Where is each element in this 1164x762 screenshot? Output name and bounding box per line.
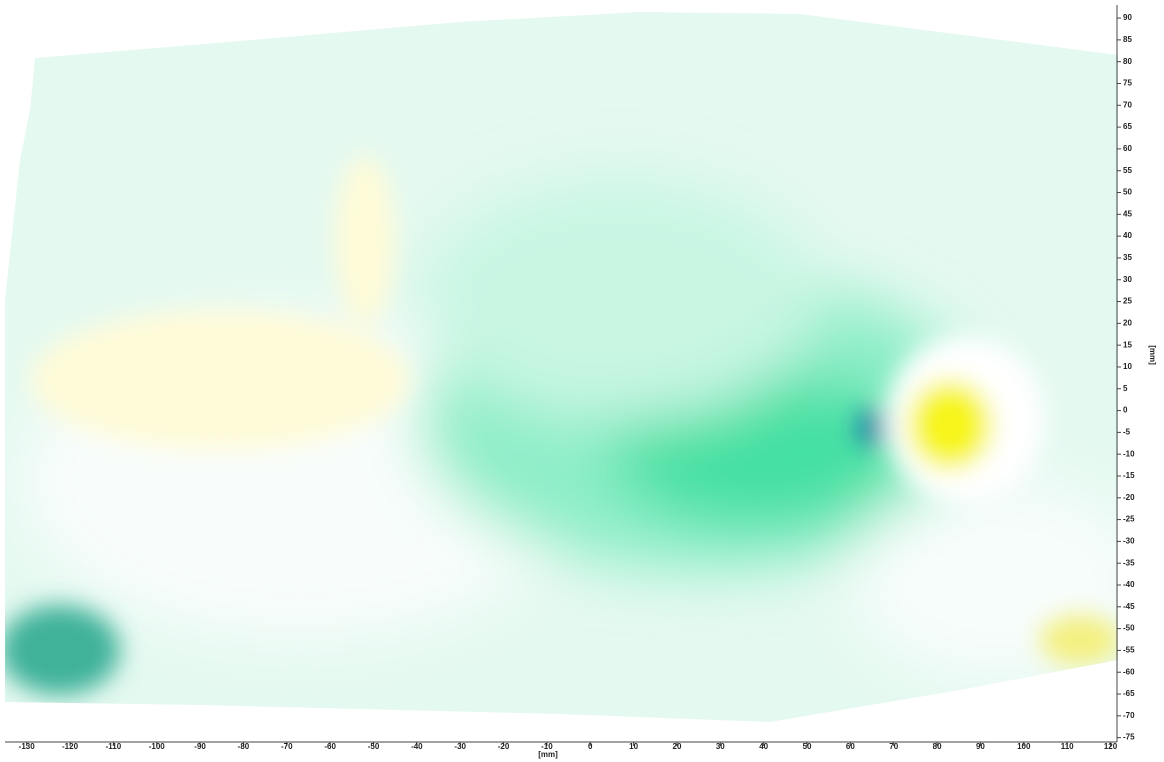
y-tick-label: 15 bbox=[1123, 340, 1132, 349]
y-tick-label: 10 bbox=[1123, 362, 1132, 371]
x-tick-label: -70 bbox=[281, 742, 293, 751]
x-tick-label: -60 bbox=[324, 742, 336, 751]
y-tick-label: 40 bbox=[1123, 231, 1132, 240]
x-tick-label: 80 bbox=[933, 742, 942, 751]
y-tick-label: -20 bbox=[1123, 493, 1135, 502]
y-tick-label: -40 bbox=[1123, 580, 1135, 589]
x-tick-label: 110 bbox=[1061, 742, 1074, 751]
y-tick-label: -25 bbox=[1123, 515, 1135, 524]
y-axis-label: [mm] bbox=[1148, 345, 1157, 365]
y-tick-label: -35 bbox=[1123, 558, 1135, 567]
x-tick-label: 120 bbox=[1104, 742, 1118, 751]
x-tick-label: -80 bbox=[238, 742, 250, 751]
x-tick-label: 30 bbox=[716, 742, 725, 751]
x-axis-label: [mm] bbox=[538, 750, 558, 759]
x-tick-label: 20 bbox=[673, 742, 682, 751]
y-tick-label: 90 bbox=[1123, 13, 1132, 22]
y-tick-label: 65 bbox=[1123, 122, 1132, 131]
y-tick-label: 60 bbox=[1123, 144, 1132, 153]
y-tick-label: -15 bbox=[1123, 471, 1135, 480]
y-tick-label: 5 bbox=[1123, 384, 1128, 393]
y-tick-label: -5 bbox=[1123, 427, 1131, 436]
y-tick-label: 75 bbox=[1123, 79, 1132, 88]
y-tick-label: -30 bbox=[1123, 537, 1135, 546]
y-tick-label: -45 bbox=[1123, 602, 1135, 611]
y-tick-label: 0 bbox=[1123, 406, 1128, 415]
x-tick-label: 70 bbox=[889, 742, 898, 751]
y-tick-label: 85 bbox=[1123, 35, 1132, 44]
x-tick-label: -130 bbox=[19, 742, 36, 751]
x-tick-label: 60 bbox=[846, 742, 855, 751]
x-tick-label: -110 bbox=[106, 742, 122, 751]
y-tick-label: 35 bbox=[1123, 253, 1132, 262]
x-tick-label: 40 bbox=[759, 742, 768, 751]
y-tick-label: -60 bbox=[1123, 667, 1135, 676]
y-tick-label: 55 bbox=[1123, 166, 1132, 175]
x-tick-label: -40 bbox=[411, 742, 423, 751]
x-tick-label: 0 bbox=[588, 742, 593, 751]
y-tick-label: 45 bbox=[1123, 209, 1132, 218]
y-tick-label: 30 bbox=[1123, 275, 1132, 284]
y-tick-label: 25 bbox=[1123, 297, 1132, 306]
x-tick-label: -120 bbox=[62, 742, 79, 751]
y-tick-label: -75 bbox=[1123, 733, 1135, 742]
x-tick-label: -30 bbox=[454, 742, 466, 751]
y-tick-label: 20 bbox=[1123, 318, 1132, 327]
y-tick-label: -10 bbox=[1123, 449, 1135, 458]
y-tick-label: -70 bbox=[1123, 711, 1135, 720]
y-tick-label: -50 bbox=[1123, 624, 1135, 633]
y-tick-label: 50 bbox=[1123, 188, 1132, 197]
x-tick-label: -50 bbox=[368, 742, 380, 751]
x-tick-label: -100 bbox=[149, 742, 166, 751]
y-tick-label: -55 bbox=[1123, 646, 1135, 655]
x-tick-label: 90 bbox=[976, 742, 985, 751]
y-tick-label: 70 bbox=[1123, 100, 1132, 109]
x-tick-label: -10 bbox=[541, 742, 553, 751]
x-tick-label: 100 bbox=[1017, 742, 1031, 751]
y-tick-label: -65 bbox=[1123, 689, 1135, 698]
x-tick-label: 50 bbox=[803, 742, 812, 751]
y-tick-label: 80 bbox=[1123, 57, 1132, 66]
x-tick-label: -90 bbox=[194, 742, 206, 751]
x-tick-label: -20 bbox=[498, 742, 510, 751]
x-tick-label: 10 bbox=[629, 742, 638, 751]
